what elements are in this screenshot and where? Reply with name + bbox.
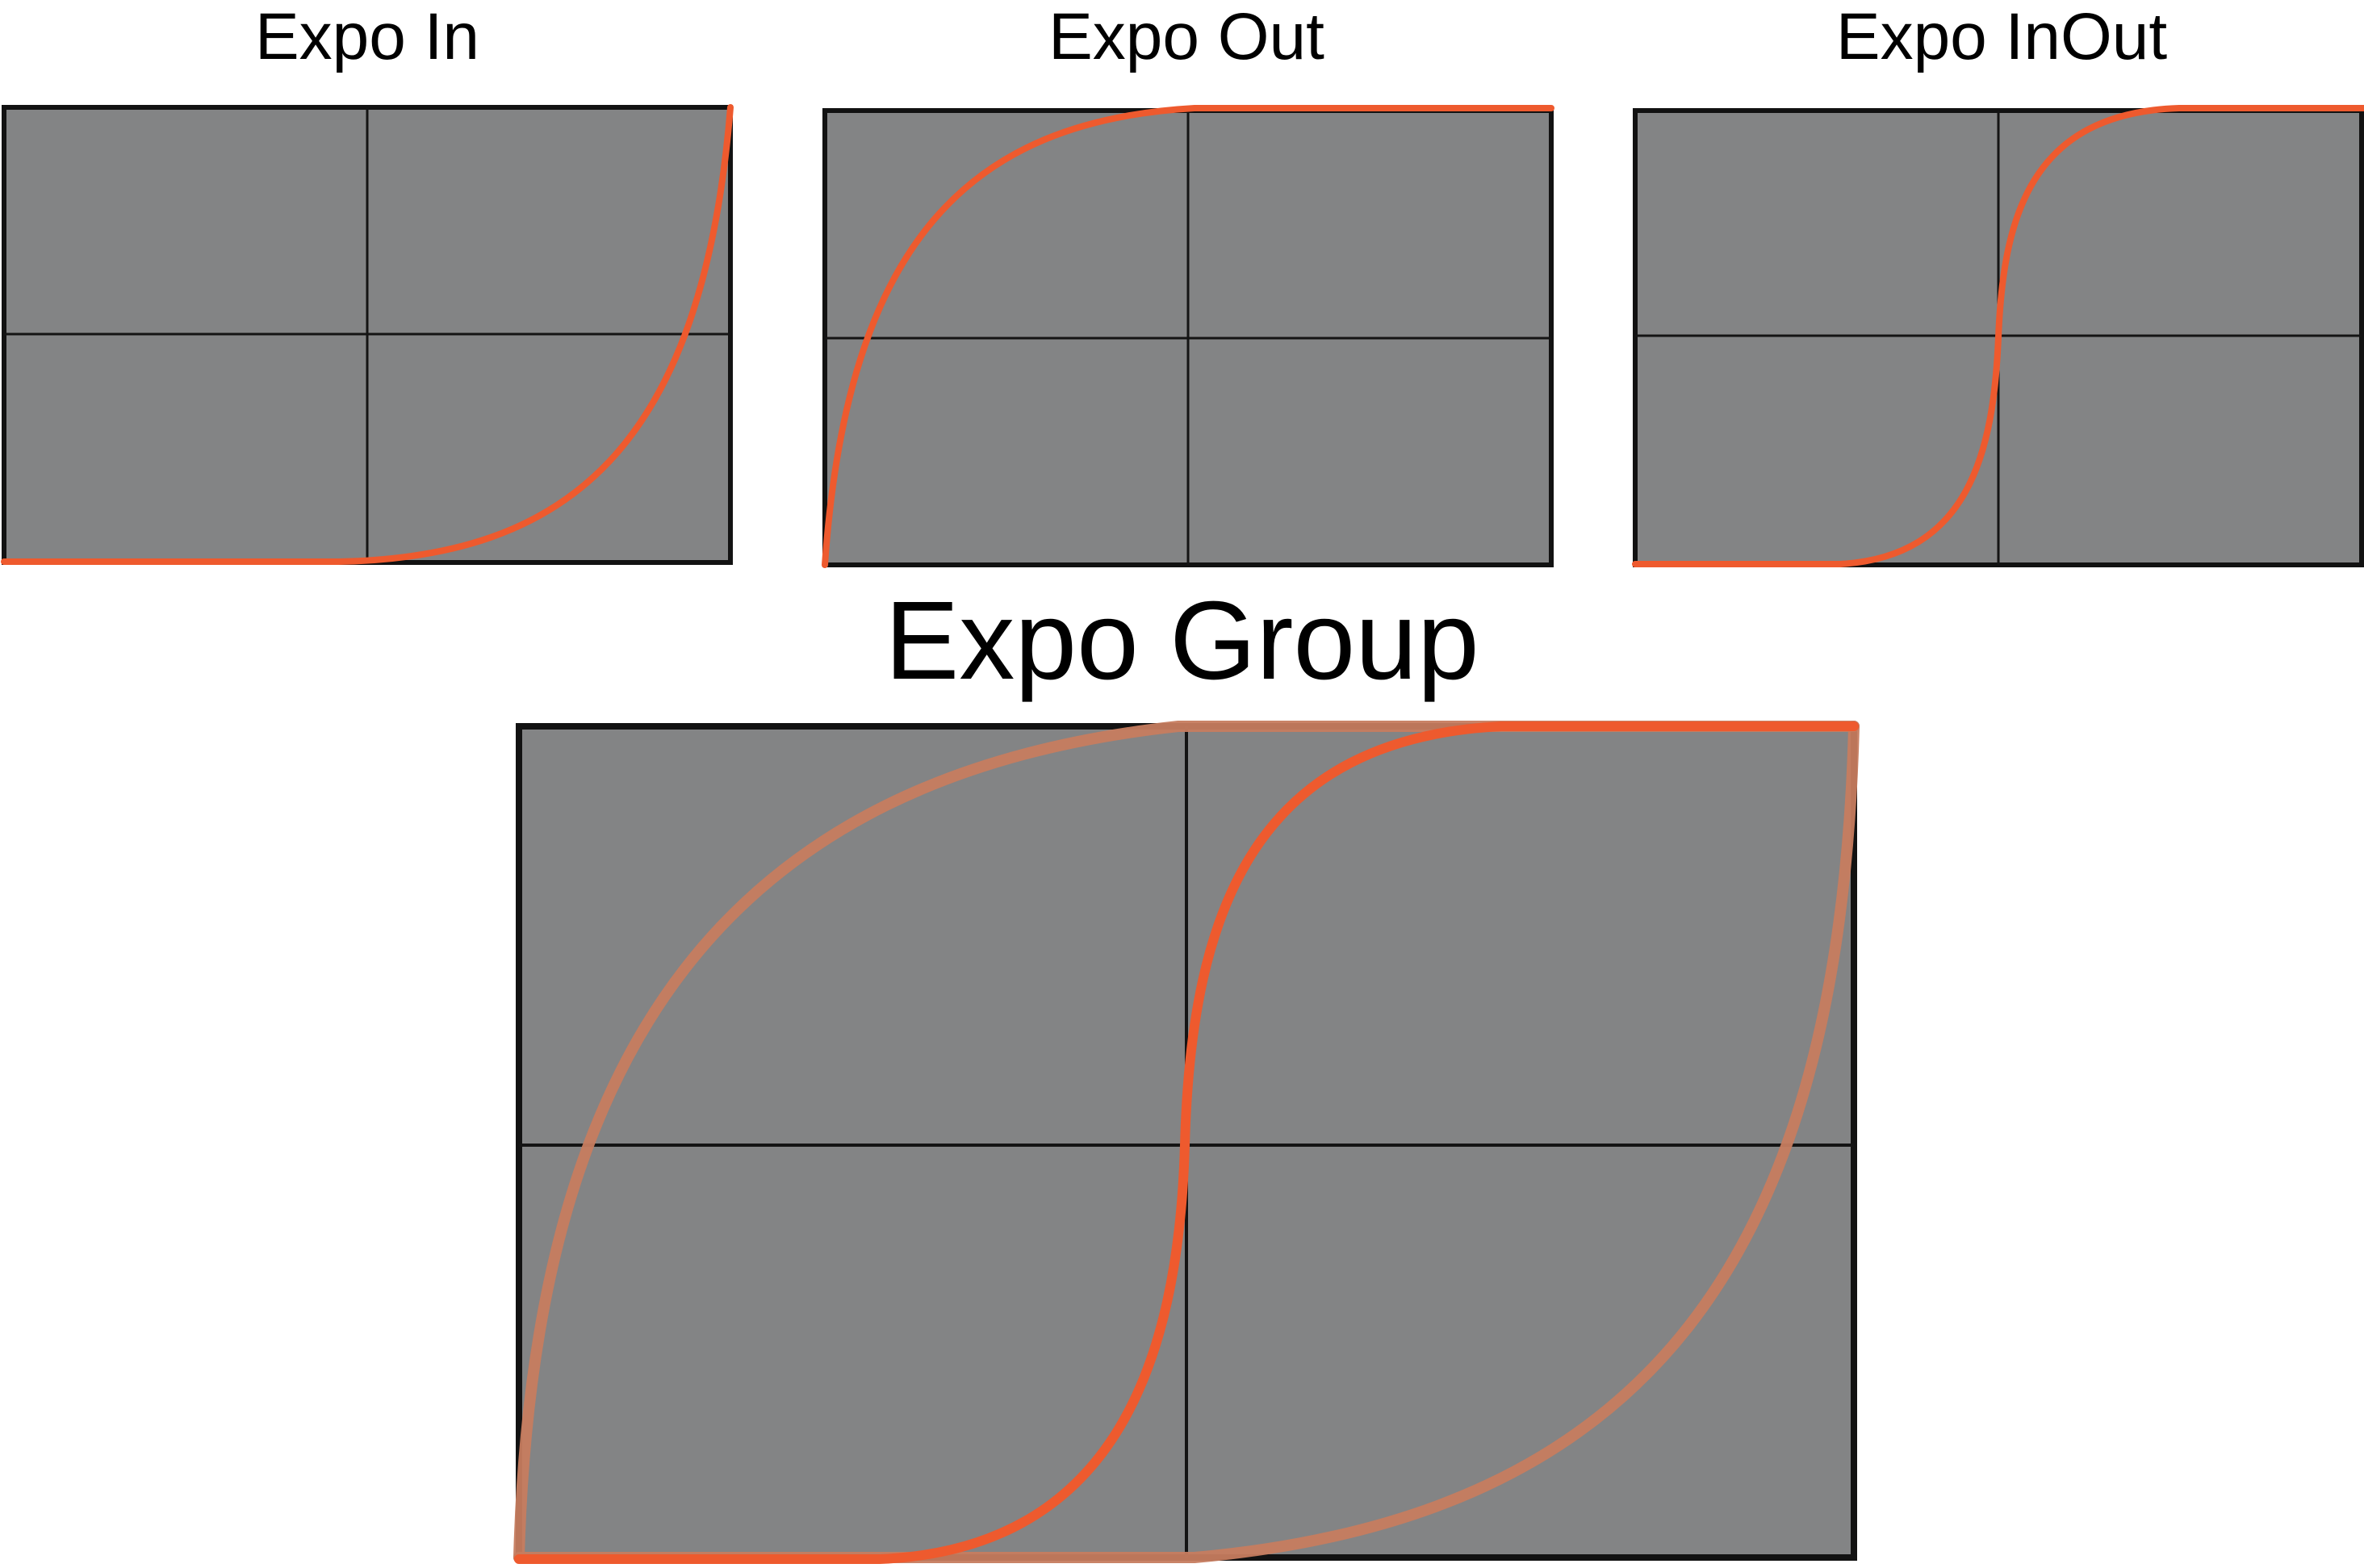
curve-expo-in: [1, 104, 734, 565]
panel-title-expo-inout: Expo InOut: [1835, 0, 2168, 73]
panel-expo-in: [1, 104, 734, 565]
curve-expo-out-faded: [513, 721, 1860, 1563]
curve-expo-inout: [514, 721, 1859, 1564]
curve-expo-in-faded: [513, 721, 1860, 1563]
panel-expo-out: [822, 105, 1554, 568]
panel-title-expo-out: Expo Out: [1048, 0, 1324, 73]
group-title: Expo Group: [885, 579, 1479, 703]
panel-expo-inout: [1632, 105, 2364, 567]
panel-title-expo-in: Expo In: [254, 0, 480, 73]
curve-expo-out: [822, 105, 1554, 568]
panel-expo-group: [513, 721, 1860, 1564]
curve-expo-inout: [1632, 105, 2364, 567]
